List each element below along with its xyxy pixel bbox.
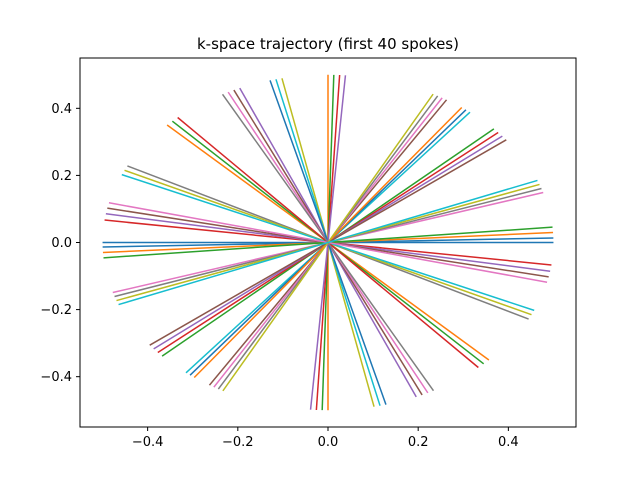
plot-area bbox=[102, 74, 554, 411]
x-tick-label: −0.2 bbox=[222, 435, 254, 450]
y-tick-label: −0.2 bbox=[40, 303, 72, 318]
y-axis: −0.4 −0.2 0.0 0.2 0.4 bbox=[40, 102, 80, 385]
x-axis: −0.4 −0.2 0.0 0.2 0.4 bbox=[132, 427, 519, 450]
x-tick-label: 0.2 bbox=[408, 435, 429, 450]
y-tick-label: 0.2 bbox=[51, 169, 72, 184]
x-tick-label: −0.4 bbox=[132, 435, 164, 450]
chart-title: k-space trajectory (first 40 spokes) bbox=[197, 35, 459, 53]
y-tick-label: 0.0 bbox=[51, 236, 72, 251]
x-tick-label: 0.0 bbox=[318, 435, 339, 450]
y-tick-label: 0.4 bbox=[51, 102, 72, 117]
spoke-line-40 bbox=[118, 179, 538, 306]
x-tick-label: 0.4 bbox=[498, 435, 519, 450]
y-tick-label: −0.4 bbox=[40, 370, 72, 385]
